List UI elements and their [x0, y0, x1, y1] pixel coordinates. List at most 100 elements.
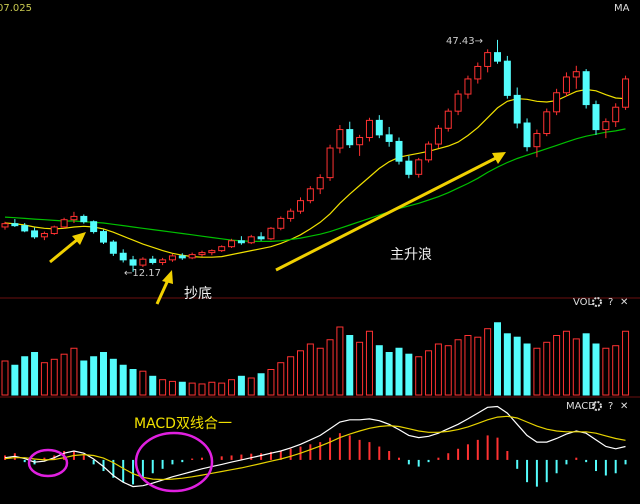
candle-body [444, 110, 452, 129]
candle-body [257, 236, 265, 240]
candle-body [31, 230, 39, 238]
volume-bar [336, 326, 344, 396]
candle-body [562, 76, 570, 94]
candle-body [375, 119, 383, 136]
volume-bar [129, 369, 137, 396]
volume-bar [198, 383, 206, 396]
volume-bar [523, 343, 531, 396]
candle-body [50, 226, 58, 235]
candle-body [277, 217, 285, 229]
volume-bar [297, 350, 304, 396]
volume-bar [434, 343, 442, 396]
volume-bar [415, 356, 423, 396]
volume-bar [494, 322, 501, 396]
candle-body [11, 223, 19, 227]
volume-bar [70, 347, 78, 396]
close-button[interactable]: ✕ [620, 297, 628, 308]
candle-body [336, 129, 344, 149]
highlight-ellipse [134, 431, 214, 493]
indicator-line [4, 128, 626, 242]
volume-bar [247, 377, 255, 396]
settings-icon[interactable] [592, 297, 602, 307]
panel-title: MA [614, 3, 630, 14]
volume-bar [257, 373, 265, 396]
volume-bar [139, 370, 147, 396]
arrows [49, 152, 506, 305]
volume-bar [60, 353, 68, 396]
candle-body [60, 219, 68, 228]
volume-bar [592, 343, 600, 396]
volume-bar [149, 375, 157, 396]
volume-bar [21, 356, 29, 396]
low-label: ←12.17 [124, 268, 161, 279]
candle-body [582, 71, 590, 106]
volume-bar [188, 382, 196, 396]
volume-bar [218, 382, 226, 396]
arrow [275, 156, 497, 272]
candle-body [454, 93, 462, 112]
help-button[interactable]: ? [608, 297, 613, 308]
volume-bar [228, 379, 236, 396]
candle-body [484, 52, 492, 67]
volume-bar [119, 364, 127, 396]
volume-bar [375, 345, 383, 396]
volume-bar [582, 333, 590, 396]
volume-bar [484, 328, 492, 396]
candle-body [415, 159, 423, 175]
candle-body [494, 52, 501, 62]
candle-body [326, 147, 334, 179]
indicator-line [4, 415, 626, 481]
volume-bar [553, 335, 561, 396]
volume-bar [80, 360, 88, 396]
annotation: 抄底 [184, 286, 212, 302]
help-button[interactable]: ? [608, 401, 613, 412]
settings-icon[interactable] [592, 401, 602, 411]
volume-bar [543, 341, 551, 396]
volume-bar [533, 347, 541, 396]
annotation: MACD双线合一 [134, 416, 232, 432]
candle-body [365, 119, 373, 138]
volume-bar [622, 330, 630, 396]
volume-bar [100, 352, 107, 396]
candle-body [474, 65, 482, 80]
corner-label: 07.025 [0, 3, 32, 14]
candle-body [405, 160, 413, 175]
volume-bar [31, 352, 39, 396]
candle-body [40, 233, 48, 238]
candle-body [1, 223, 9, 228]
volume-bar [326, 339, 334, 396]
candle-body [168, 255, 176, 261]
volume-bar [572, 338, 580, 396]
volume-bar [168, 380, 176, 396]
volume-bar [464, 335, 472, 396]
volume-bar [562, 330, 570, 396]
volume-bar [267, 369, 275, 396]
plots [1, 39, 630, 488]
candle-body [356, 136, 364, 146]
candle-body [228, 240, 236, 248]
close-button[interactable]: ✕ [620, 401, 628, 412]
volume-bar [237, 375, 245, 396]
candle-body [129, 259, 137, 266]
volume-bar [306, 343, 314, 396]
annotation: 主升浪 [390, 247, 432, 263]
candle-body [287, 210, 295, 219]
volume-bar [159, 379, 167, 396]
volume-bar [277, 362, 285, 396]
candle-body [602, 121, 610, 131]
candle-body [612, 106, 620, 123]
candle-body [306, 188, 314, 202]
volume-bar [50, 358, 58, 396]
volume-bar [316, 347, 324, 396]
candle-body [247, 236, 255, 244]
candle-body [178, 255, 186, 259]
candle-body [503, 60, 511, 96]
candle-body [267, 227, 275, 240]
volume-bar [474, 336, 482, 396]
volume-bar [602, 347, 610, 396]
volume-bar [356, 341, 364, 396]
candle-body [316, 177, 324, 190]
volume-bar [395, 347, 403, 396]
volume-bar [454, 339, 462, 396]
arrow [49, 237, 79, 264]
